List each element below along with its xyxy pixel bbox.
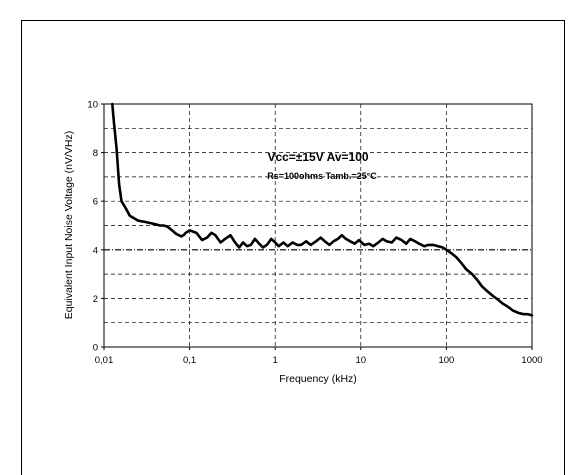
x-tick-label: 0,01 <box>95 355 114 366</box>
x-tick-label: 1 <box>273 355 278 366</box>
y-tick-label: 8 <box>93 148 98 159</box>
x-tick-label: 1000 <box>521 355 542 366</box>
y-tick-label: 2 <box>93 294 98 305</box>
x-tick-label: 10 <box>356 355 367 366</box>
y-axis-label: Equivalent Input Noise Voltage (nV/VHz) <box>63 131 75 320</box>
annotation-conditions: Vcc=±15V Av=100 <box>267 150 368 164</box>
y-tick-label: 6 <box>93 197 98 208</box>
noise-curve <box>111 102 534 317</box>
ticks: 0 2 4 6 8 10 0,01 0,1 1 10 100 1000 <box>87 100 542 367</box>
annotation-resistance: Rs=100ohms Tamb.=25°C <box>267 171 377 181</box>
y-tick-label: 4 <box>93 245 98 256</box>
y-tick-label: 10 <box>87 100 98 111</box>
y-tick-label: 0 <box>93 343 98 354</box>
x-tick-label: 0,1 <box>183 355 196 366</box>
x-axis-label: Frequency (kHz) <box>279 373 357 385</box>
x-tick-label: 100 <box>438 355 454 366</box>
figure-frame <box>21 20 565 475</box>
grid <box>104 104 532 347</box>
plot-area <box>103 103 533 348</box>
